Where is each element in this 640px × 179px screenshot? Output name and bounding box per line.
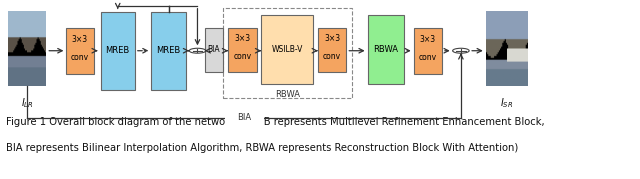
Bar [67, 28, 93, 74]
Text: conv: conv [71, 53, 89, 62]
Bar [261, 16, 313, 84]
Bar [100, 12, 135, 90]
Bar [318, 28, 346, 72]
Text: BIA represents Bilinear Interpolation Algorithm, RBWA represents Reconstruction : BIA represents Bilinear Interpolation Al… [6, 143, 518, 153]
Text: WSILB-V: WSILB-V [271, 45, 303, 54]
Text: 3×3: 3×3 [234, 34, 250, 43]
Text: 3×3: 3×3 [72, 35, 88, 44]
Bar [228, 28, 257, 72]
Bar [413, 28, 442, 74]
Circle shape [189, 48, 205, 53]
Text: conv: conv [234, 52, 252, 61]
Text: MREB: MREB [106, 46, 130, 55]
Bar [205, 28, 223, 72]
Text: $I_{LR}$: $I_{LR}$ [21, 96, 34, 110]
Text: RBWA: RBWA [275, 90, 300, 99]
Text: conv: conv [323, 52, 341, 61]
Text: 3×3: 3×3 [420, 35, 436, 44]
Text: $I_{SR}$: $I_{SR}$ [500, 96, 513, 110]
Bar [223, 8, 352, 98]
Text: conv: conv [419, 53, 437, 62]
Text: MREB: MREB [156, 46, 180, 55]
Text: BIA: BIA [237, 113, 251, 122]
Text: Figure 1 Overall block diagram of the network (MREB represents Multilevel Refine: Figure 1 Overall block diagram of the ne… [6, 117, 545, 127]
Text: BIA: BIA [208, 45, 220, 54]
Circle shape [452, 48, 469, 53]
Bar [152, 12, 186, 90]
Text: 3×3: 3×3 [324, 34, 340, 43]
Bar [367, 16, 404, 84]
Text: RBWA: RBWA [373, 45, 398, 54]
